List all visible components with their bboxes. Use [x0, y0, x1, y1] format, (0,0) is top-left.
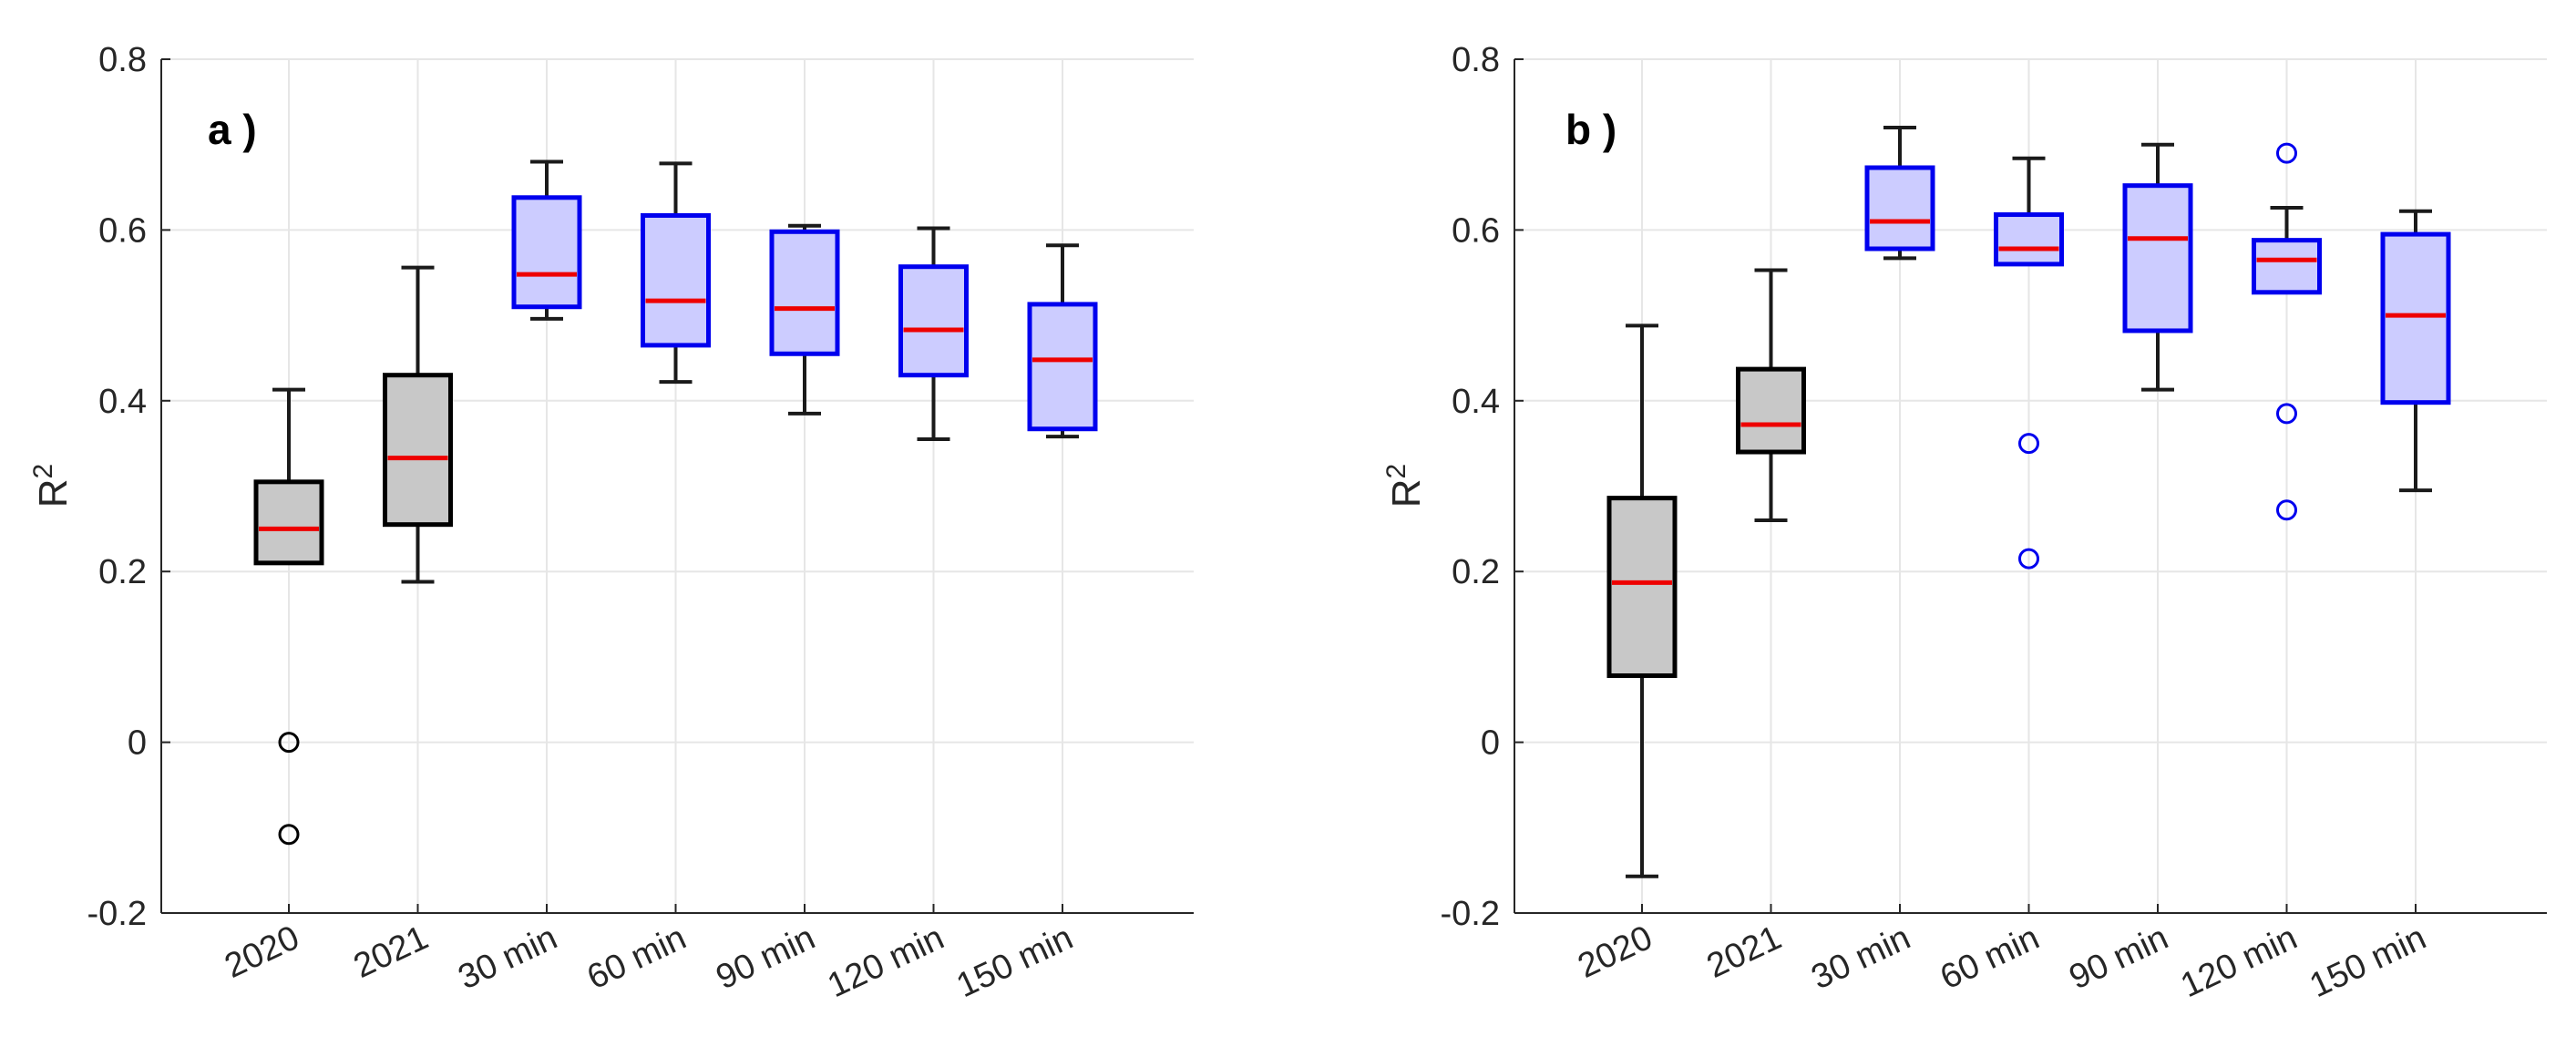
boxplot-120-min: [2252, 142, 2322, 521]
boxplot-150-min: [1027, 243, 1098, 439]
outlier-point: [278, 732, 300, 754]
panel-a: -0.200.20.40.60.8 2020 2021 30 min 60 min 90…: [28, 41, 1194, 1005]
boxplot-2020: [1606, 323, 1678, 878]
y-tick-label: 0.4: [1452, 383, 1500, 421]
iqr-box: [1736, 366, 1806, 455]
iqr-box: [1864, 165, 1935, 251]
iqr-box: [383, 373, 453, 528]
boxplot-30-min: [1864, 125, 1935, 261]
panel-label: b ): [1565, 106, 1616, 153]
y-tick-label: 0.2: [98, 553, 147, 591]
outlier-point: [2276, 499, 2297, 521]
outlier-point: [2018, 433, 2039, 455]
y-tick-label: 0.8: [1452, 41, 1500, 79]
y-tick-label: 0.4: [98, 383, 147, 421]
iqr-box: [511, 195, 582, 310]
boxplot-30-min: [511, 159, 582, 321]
y-tick-label: 0.8: [98, 41, 147, 79]
iqr-box: [2122, 183, 2193, 334]
y-tick-label: 0: [1481, 724, 1500, 763]
y-tick-label: 0.6: [98, 211, 147, 250]
iqr-box: [2380, 231, 2451, 405]
y-axis-label: R2: [1381, 464, 1429, 508]
boxplot-2021: [1736, 268, 1806, 522]
panel-b: -0.200.20.40.60.8 2020 2021 30 min 60 min 90…: [1381, 41, 2547, 1005]
y-tick-label: 0: [128, 724, 147, 763]
iqr-box: [1606, 496, 1678, 679]
axes: [160, 58, 1194, 914]
boxplot-90-min: [769, 223, 840, 416]
y-tick-label: 0.2: [1452, 553, 1500, 591]
iqr-box: [641, 212, 711, 348]
iqr-box: [1027, 302, 1098, 432]
outlier-point: [2276, 142, 2297, 164]
boxplots: [1606, 125, 2451, 878]
y-axis-label: R2: [28, 464, 76, 508]
axes: [1514, 58, 2547, 914]
boxplot-90-min: [2122, 142, 2193, 392]
boxplots: [253, 159, 1098, 846]
iqr-box: [2252, 238, 2322, 295]
iqr-box: [1994, 212, 2064, 267]
y-tick-label: -0.2: [1441, 895, 1500, 933]
iqr-box: [898, 264, 969, 378]
boxplot-2020: [253, 387, 324, 846]
boxplot-120-min: [898, 226, 969, 441]
y-tick-labels: -0.2 0 0.2 0.4 0.6 0.8: [87, 41, 147, 933]
boxplot-2021: [383, 265, 453, 584]
boxplot-60-min: [1994, 156, 2064, 570]
iqr-box: [253, 479, 324, 566]
outlier-point: [2276, 403, 2297, 425]
panel-label: a ): [208, 106, 257, 153]
y-tick-label: 0.6: [1452, 211, 1500, 250]
outlier-point: [278, 824, 300, 846]
outlier-point: [2018, 548, 2039, 570]
boxplot-60-min: [641, 161, 711, 385]
y-tick-labels: -0.2 0 0.2 0.4 0.6 0.8: [1441, 41, 1500, 933]
iqr-box: [769, 229, 840, 356]
boxplot-150-min: [2380, 209, 2451, 493]
y-tick-label: -0.2: [87, 895, 147, 933]
